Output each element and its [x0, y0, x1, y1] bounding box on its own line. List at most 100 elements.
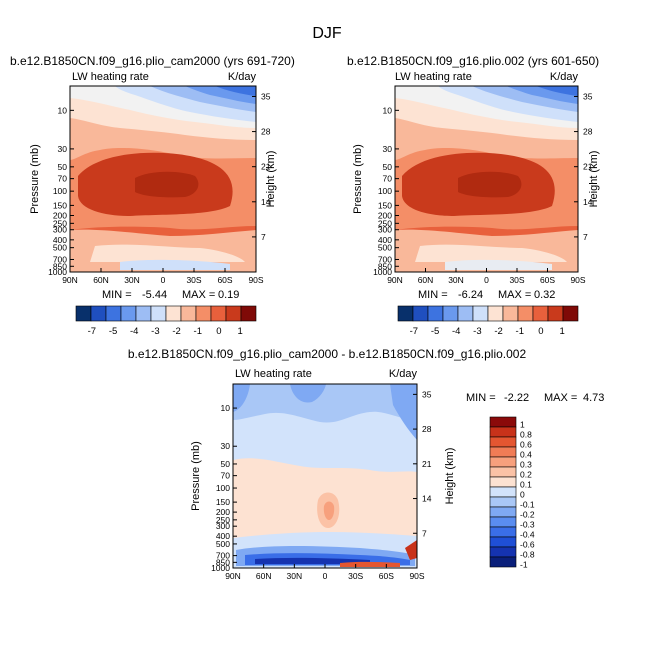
colorbar-tick-label: -0.6: [520, 540, 535, 550]
colorbar-swatch: [489, 506, 517, 518]
colorbar-swatch: [489, 556, 517, 568]
colorbar-swatch: [472, 305, 489, 322]
colorbar-tick-label: 0.4: [520, 450, 532, 460]
panel-1-max-value: 0.19: [218, 289, 239, 301]
colorbar-swatch: [442, 305, 459, 322]
height-tick-label: 21: [583, 162, 593, 172]
colorbar-tick-label: -2: [172, 326, 180, 337]
colorbar-swatch: [489, 526, 517, 538]
panel-2-contours: [395, 86, 578, 272]
pressure-tick-label: 150: [216, 497, 230, 507]
latitude-tick-label: 30S: [186, 275, 201, 285]
colorbar-tick-label: -2: [494, 326, 502, 337]
latitude-tick-label: 0: [484, 275, 489, 285]
panel-1-min-label: MIN =: [102, 289, 132, 301]
y-axis-label-right: Height (km): [588, 151, 600, 208]
pressure-tick-label: 850: [216, 557, 230, 567]
latitude-tick-label: 90N: [62, 275, 78, 285]
y-axis-label-right: Height (km): [444, 448, 456, 505]
pressure-tick-label: 50: [58, 162, 68, 172]
latitude-tick-label: 90N: [387, 275, 403, 285]
latitude-tick-label: 90N: [225, 571, 241, 581]
latitude-tick-label: 90S: [248, 275, 263, 285]
panel-3-min-label: MIN =: [466, 392, 496, 404]
panel-2-field-label: LW heating rate: [395, 71, 472, 83]
latitude-tick-label: 30N: [124, 275, 140, 285]
pressure-tick-label: 70: [383, 174, 393, 184]
panel-3-ticks-x: 90N 60N 30N 0 30S 60S 90S: [225, 564, 425, 581]
panel-2-units: K/day: [550, 71, 579, 83]
pressure-tick-label: 700: [378, 254, 392, 264]
pressure-tick-label: 300: [378, 225, 392, 235]
colorbar-swatch: [502, 305, 519, 322]
pressure-tick-label: 70: [58, 174, 68, 184]
colorbar-tick-label: -1: [520, 560, 528, 570]
panel-1-field-label: LW heating rate: [72, 71, 149, 83]
panel-2-ticks-x: 90N 60N 30N 0 30S 60S 90S: [387, 268, 586, 285]
colorbar-swatch: [240, 305, 257, 322]
height-tick-label: 14: [261, 197, 271, 207]
colorbar-tick-label: -3: [473, 326, 481, 337]
panel-3-ticks-right: 35 28 21 14 7: [413, 389, 432, 538]
pressure-tick-label: 30: [221, 441, 231, 451]
pressure-tick-label: 200: [378, 210, 392, 220]
latitude-tick-label: 90S: [570, 275, 585, 285]
height-tick-label: 35: [422, 389, 432, 399]
pressure-tick-label: 500: [216, 539, 230, 549]
colorbar-tick-label: -0.2: [520, 510, 535, 520]
pressure-tick-label: 30: [58, 144, 68, 154]
colorbar-tick-label: 1: [559, 326, 564, 337]
height-tick-label: 14: [583, 197, 593, 207]
pressure-tick-label: 250: [53, 218, 67, 228]
pressure-tick-label: 1000: [211, 563, 230, 573]
colorbar-swatch: [489, 496, 517, 508]
latitude-tick-label: 0: [323, 571, 328, 581]
pressure-tick-label: 150: [53, 200, 67, 210]
pressure-tick-label: 500: [53, 243, 67, 253]
colorbar-tick-label: -7: [88, 326, 96, 337]
panel-3-min-value: -2.22: [504, 392, 529, 404]
colorbar-tick-label: -0.3: [520, 520, 535, 530]
height-tick-label: 21: [261, 162, 271, 172]
colorbar-tick-label: -3: [151, 326, 159, 337]
panel-1-ticks-right: 35 28 21 14 7: [252, 91, 271, 242]
colorbar-tick-label: 0: [520, 490, 525, 500]
pressure-tick-label: 50: [383, 162, 393, 172]
pressure-tick-label: 850: [53, 261, 67, 271]
panel-3-units: K/day: [389, 368, 418, 380]
colorbar-swatch: [489, 426, 517, 438]
panel-1-min-value: -5.44: [142, 289, 167, 301]
colorbar-swatch: [487, 305, 504, 322]
panel-2: b.e12.B1850CN.f09_g16.plio.002 (yrs 601-…: [347, 54, 600, 337]
latitude-tick-label: 30N: [287, 571, 303, 581]
colorbar-swatch: [412, 305, 429, 322]
pressure-tick-label: 400: [378, 235, 392, 245]
height-tick-label: 21: [422, 459, 432, 469]
pressure-tick-label: 150: [378, 200, 392, 210]
pressure-tick-label: 850: [378, 261, 392, 271]
panel-1-title: b.e12.B1850CN.f09_g16.plio_cam2000 (yrs …: [10, 54, 295, 68]
colorbar-tick-label: -4: [452, 326, 460, 337]
panel-3-title: b.e12.B1850CN.f09_g16.plio_cam2000 - b.e…: [128, 347, 527, 361]
y-axis-label-left: Pressure (mb): [190, 441, 202, 511]
pressure-tick-label: 700: [53, 254, 67, 264]
colorbar-swatch: [489, 516, 517, 528]
colorbar-tick-label: -1: [194, 326, 202, 337]
colorbar-swatch: [457, 305, 474, 322]
colorbar-swatch: [210, 305, 227, 322]
figure-title: DJF: [312, 25, 342, 42]
panel-3-max-value: 4.73: [583, 392, 604, 404]
panel-2-min-label: MIN =: [418, 289, 448, 301]
colorbar-tick-label: 0: [538, 326, 543, 337]
latitude-tick-label: 60S: [540, 275, 555, 285]
colorbar-swatch: [489, 446, 517, 458]
y-axis-label-left: Pressure (mb): [352, 144, 364, 214]
colorbar-tick-label: -4: [130, 326, 138, 337]
panel-1-colorbar: -7 -5 -4 -3 -2 -1 0 1: [75, 305, 257, 337]
latitude-tick-label: 60N: [418, 275, 434, 285]
colorbar-tick-label: 0.3: [520, 460, 532, 470]
